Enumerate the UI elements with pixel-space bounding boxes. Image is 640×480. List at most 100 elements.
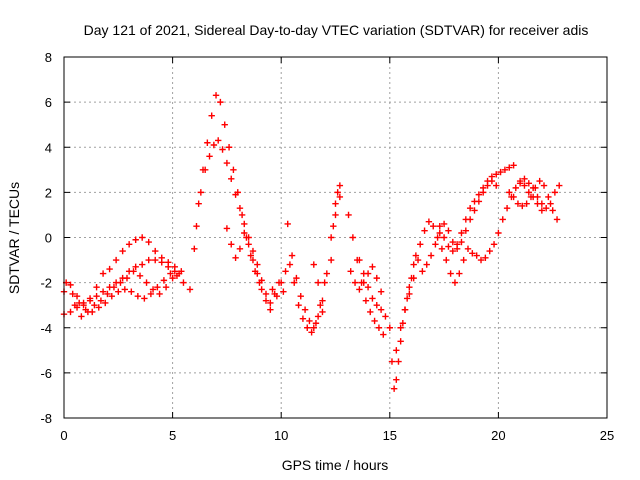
data-point [377,306,385,313]
data-point [469,250,476,257]
data-point [254,261,261,268]
data-point [193,223,200,230]
data-point [314,279,322,286]
data-point [336,193,344,201]
data-point [521,175,528,183]
data-point [347,268,354,275]
y-tick-label: 4 [45,140,52,155]
data-point [334,189,341,196]
data-point [212,92,220,99]
data-point [482,254,489,262]
data-point [438,245,446,252]
data-point [117,279,124,286]
data-point [312,320,320,327]
y-tick-label: 0 [45,231,52,246]
data-point [521,182,528,189]
data-point [382,313,389,320]
y-tick-label: 2 [45,185,52,200]
data-point [304,324,311,331]
y-axis-label: SDTVAR / TECUs [6,182,22,294]
series-arc-3 [62,270,194,316]
data-point [78,313,85,320]
data-point [95,304,102,311]
data-point [436,229,443,237]
data-point [332,211,339,219]
data-point [477,256,485,264]
y-tick-label: 6 [45,95,52,110]
data-point [406,283,413,291]
data-point [147,290,155,298]
series-arc-5 [191,92,263,286]
data-point [288,252,296,259]
data-point [108,292,115,300]
data-point [538,200,546,207]
data-point [152,256,159,264]
data-point [434,234,441,241]
data-point [427,252,435,259]
data-point [308,329,315,336]
series-arc-13 [347,263,385,295]
data-point [377,288,385,295]
data-point [210,141,218,149]
data-point [475,191,483,198]
series-arc-4 [71,268,183,320]
series-arc-15 [386,261,417,392]
data-point [375,324,383,331]
x-axis-label: GPS time / hours [282,457,389,473]
series-arc-22 [516,175,563,212]
data-point [529,184,537,192]
data-point [551,189,559,196]
data-point [538,207,546,214]
data-point [490,241,498,248]
data-point [130,268,137,275]
series-arc-10 [310,193,344,316]
data-point [545,193,552,201]
series-arc-14 [356,256,389,320]
data-point [134,292,142,300]
data-point [373,301,380,309]
data-point [67,308,74,316]
data-point [516,177,524,185]
data-point [232,254,239,262]
data-point [201,166,209,174]
data-point [527,193,535,201]
data-point [501,166,509,174]
data-point [510,162,517,169]
data-point [351,279,359,286]
data-point [514,200,522,207]
data-point [267,306,274,313]
data-point [86,295,94,302]
data-point [169,274,176,282]
data-point [425,218,433,225]
data-point [419,268,426,275]
data-point [458,238,465,246]
data-point [523,200,530,207]
data-point [152,247,159,255]
data-point [295,301,302,309]
data-point [241,229,248,237]
data-point [156,290,163,298]
data-point [349,234,357,241]
series-arc-12 [345,211,387,338]
plot-frame [63,56,608,419]
data-point [141,295,148,302]
data-point [519,202,526,210]
x-tick-label: 25 [600,428,614,443]
data-point [462,227,470,234]
data-point [138,234,146,241]
data-point [280,288,287,295]
data-point [401,306,409,313]
data-point [219,146,226,153]
data-point [149,286,157,293]
data-point [458,229,465,237]
data-point [534,193,541,201]
data-point [145,238,152,246]
data-point [449,247,456,255]
data-point [236,245,244,252]
data-point [345,211,352,219]
data-point [486,247,493,255]
data-point [319,308,326,316]
data-point [525,180,533,187]
data-point [323,270,331,277]
